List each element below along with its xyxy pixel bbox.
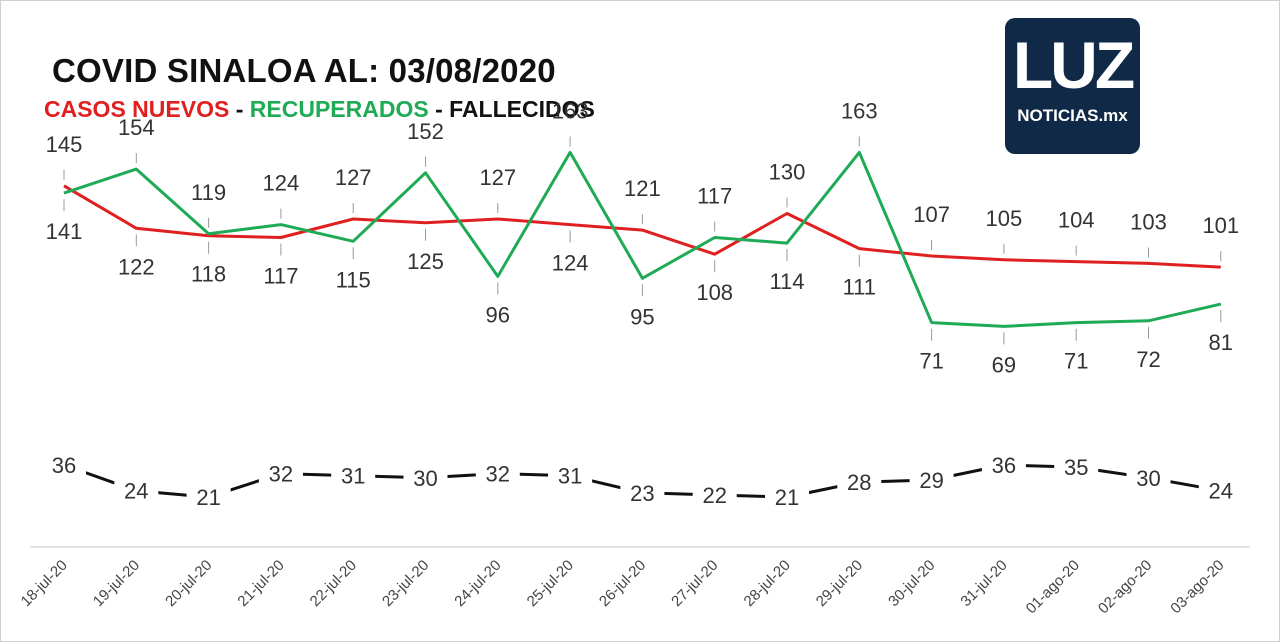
data-label-bg (981, 449, 1026, 479)
data-label-fallecidos: 36 (992, 453, 1016, 478)
x-tick-label: 27-jul-20 (668, 557, 721, 610)
data-label-casos-nuevos: 125 (407, 249, 444, 274)
legend: CASOS NUEVOS - RECUPERADOS - FALLECIDOS (44, 96, 595, 123)
data-label-fallecidos: 35 (1064, 455, 1088, 480)
series-line-recuperados (63, 150, 1222, 328)
data-label-casos-nuevos: 108 (696, 280, 733, 305)
data-label-fallecidos: 31 (558, 464, 582, 489)
data-label-bg (258, 457, 303, 488)
legend-separator: - (229, 96, 250, 122)
data-label-casos-nuevos: 104 (1058, 208, 1095, 233)
data-label-bg (331, 459, 376, 490)
data-label-casos-nuevos: 127 (479, 165, 516, 190)
data-label-recuperados: 71 (919, 349, 943, 374)
data-label-fallecidos: 30 (1136, 466, 1160, 491)
data-label-casos-nuevos: 105 (986, 206, 1023, 231)
data-label-fallecidos: 32 (486, 462, 510, 487)
data-label-casos-nuevos: 121 (624, 176, 661, 201)
x-tick-label: 22-jul-20 (307, 557, 360, 610)
data-label-bg (475, 457, 520, 488)
x-tick-label: 01-ago-20 (1023, 557, 1083, 617)
x-tick-label: 19-jul-20 (90, 557, 143, 610)
x-tick-label: 29-jul-20 (813, 557, 866, 610)
data-label-casos-nuevos: 130 (769, 160, 806, 185)
logo-subtext: NOTICIAS.mx (1017, 106, 1128, 125)
data-label-recuperados: 163 (552, 98, 589, 123)
legend-recuperados: RECUPERADOS (249, 96, 429, 122)
data-label-fallecidos: 24 (1209, 479, 1233, 504)
data-label-bg (837, 466, 882, 497)
data-label-fallecidos: 31 (341, 464, 365, 489)
data-label-fallecidos: 21 (196, 485, 220, 510)
chart-title: COVID SINALOA AL: 03/08/2020 (52, 52, 556, 89)
x-tick-label: 02-ago-20 (1095, 557, 1155, 617)
data-label-recuperados: 71 (1064, 349, 1088, 374)
data-label-fallecidos: 29 (919, 468, 943, 493)
data-label-recuperados: 95 (630, 304, 654, 329)
data-label-recuperados: 124 (263, 171, 300, 196)
data-label-bg (1054, 451, 1099, 482)
data-label-casos-nuevos: 117 (263, 264, 298, 289)
data-label-recuperados: 72 (1136, 347, 1160, 372)
data-label-casos-nuevos: 124 (552, 251, 589, 276)
data-label-casos-nuevos: 122 (118, 254, 155, 279)
data-label-recuperados: 81 (1209, 330, 1233, 355)
data-label-casos-nuevos: 118 (191, 262, 226, 287)
data-label-bg (548, 459, 593, 490)
data-label-recuperados: 117 (697, 184, 732, 209)
data-label-recuperados: 141 (46, 219, 83, 244)
data-label-casos-nuevos: 107 (913, 202, 950, 227)
data-label-bg (186, 481, 231, 512)
data-label-bg (909, 463, 954, 494)
data-label-fallecidos: 22 (702, 483, 726, 508)
x-tick-label: 23-jul-20 (379, 557, 432, 610)
luz-noticias-logo: LUZ NOTICIAS.mx (1005, 18, 1140, 154)
data-label-bg (1126, 461, 1171, 492)
x-tick-label: 30-jul-20 (885, 557, 938, 610)
data-label-fallecidos: 30 (413, 466, 437, 491)
data-label-casos-nuevos: 145 (46, 132, 83, 157)
data-label-casos-nuevos: 103 (1130, 209, 1167, 234)
data-label-recuperados: 96 (486, 302, 510, 327)
data-label-recuperados: 115 (336, 267, 371, 292)
x-tick-label: 26-jul-20 (596, 557, 649, 610)
data-label-fallecidos: 32 (269, 462, 293, 487)
logo-word: LUZ (1012, 28, 1135, 102)
data-label-recuperados: 119 (191, 180, 226, 205)
x-tick-label: 31-jul-20 (957, 557, 1010, 610)
data-label-fallecidos: 28 (847, 470, 871, 495)
data-label-casos-nuevos: 127 (335, 165, 372, 190)
legend-casos-nuevos: CASOS NUEVOS (44, 96, 230, 122)
series-line-casos-nuevos (63, 184, 1221, 269)
x-tick-label: 18-jul-20 (18, 557, 71, 610)
data-label-recuperados: 69 (992, 352, 1016, 377)
x-tick-label: 20-jul-20 (162, 557, 215, 610)
data-label-bg (765, 481, 809, 512)
x-tick-label: 21-jul-20 (234, 557, 287, 610)
data-label-recuperados: 163 (841, 98, 878, 123)
data-label-fallecidos: 21 (775, 485, 799, 510)
x-tick-label: 24-jul-20 (451, 557, 504, 610)
data-label-bg (403, 461, 448, 492)
data-label-recuperados: 114 (769, 269, 804, 294)
data-label-bg (42, 449, 86, 479)
data-label-recuperados: 154 (118, 115, 155, 140)
data-label-casos-nuevos: 111 (843, 275, 876, 300)
data-label-bg (620, 476, 665, 507)
x-tick-label: 03-ago-20 (1167, 557, 1227, 617)
data-label-bg (692, 478, 737, 509)
x-tick-label: 28-jul-20 (741, 557, 794, 610)
legend-separator: - (428, 96, 450, 122)
data-label-recuperados: 152 (407, 119, 444, 144)
legend-fallecidos: FALLECIDOS (449, 96, 595, 122)
data-label-fallecidos: 23 (630, 481, 654, 506)
x-tick-label: 25-jul-20 (524, 557, 577, 610)
data-label-fallecidos: 36 (52, 453, 76, 478)
data-label-bg (1198, 474, 1243, 505)
data-label-bg (114, 474, 159, 505)
data-label-fallecidos: 24 (124, 479, 148, 504)
data-label-casos-nuevos: 101 (1202, 213, 1239, 238)
